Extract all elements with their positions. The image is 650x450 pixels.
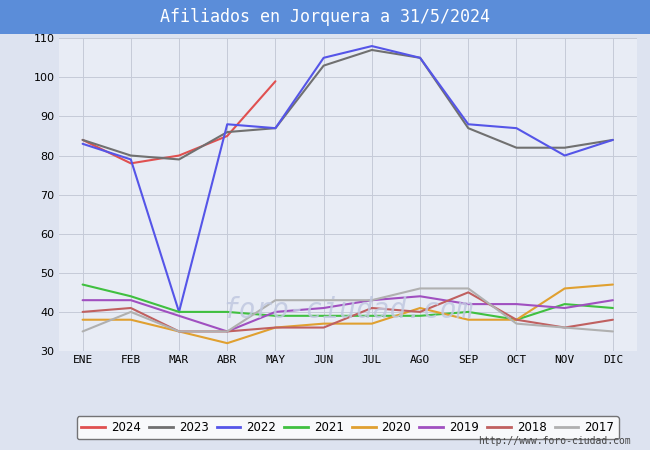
Legend: 2024, 2023, 2022, 2021, 2020, 2019, 2018, 2017: 2024, 2023, 2022, 2021, 2020, 2019, 2018… — [77, 417, 619, 439]
Text: http://www.foro-ciudad.com: http://www.foro-ciudad.com — [478, 436, 630, 446]
Text: Afiliados en Jorquera a 31/5/2024: Afiliados en Jorquera a 31/5/2024 — [160, 8, 490, 26]
Text: foro-ciudad.com: foro-ciudad.com — [222, 297, 473, 324]
